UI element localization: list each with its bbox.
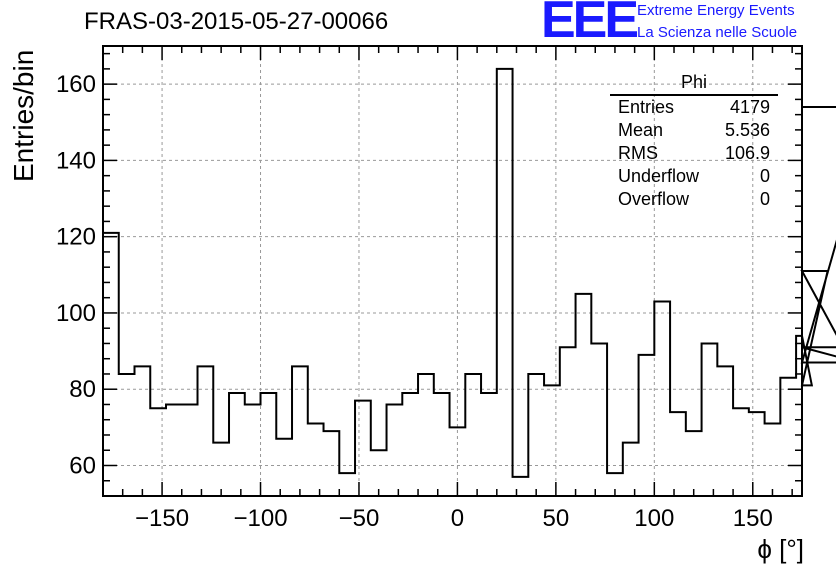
histogram-bin bbox=[355, 401, 371, 496]
axis-ticks bbox=[102, 46, 802, 497]
x-tick-label: 50 bbox=[543, 505, 570, 532]
x-tick-label: −150 bbox=[135, 505, 189, 532]
logo-line-1: Extreme Energy Events bbox=[637, 2, 795, 19]
histogram-bin bbox=[623, 443, 639, 496]
x-axis-label: ϕ [°] bbox=[757, 534, 804, 564]
histogram-bin bbox=[166, 404, 182, 496]
y-tick-label: 160 bbox=[56, 71, 96, 98]
histogram-bin bbox=[229, 393, 245, 496]
x-tick-label: 150 bbox=[733, 505, 773, 532]
x-tick-label: −50 bbox=[339, 505, 380, 532]
histogram-outline bbox=[103, 67, 836, 478]
histogram-bin bbox=[387, 404, 403, 496]
histogram-bin bbox=[654, 302, 670, 496]
histogram-bin bbox=[276, 439, 292, 496]
histogram-bin bbox=[308, 424, 324, 496]
y-tick-label: 100 bbox=[56, 300, 96, 327]
tick-labels: −150 −100 −50 0 50 100 150 60 80 100 120 140 160 bbox=[56, 71, 773, 532]
histogram-bin bbox=[528, 374, 544, 496]
eee-logo: EEE bbox=[541, 0, 639, 49]
histogram-bin bbox=[749, 412, 765, 496]
stats-row-rms: RMS 106.9 bbox=[610, 142, 778, 165]
logo-line-2: La Scienza nelle Scuole bbox=[637, 24, 798, 41]
histogram-bin bbox=[733, 408, 749, 496]
histogram-bin bbox=[402, 393, 418, 496]
histogram-bin bbox=[135, 366, 151, 496]
histogram-bin bbox=[686, 431, 702, 496]
histogram-bin bbox=[560, 347, 576, 496]
histogram-bin bbox=[339, 473, 355, 496]
histogram-bin bbox=[150, 408, 166, 496]
histogram-bin bbox=[765, 424, 781, 496]
y-axis-label: Entries/bin bbox=[8, 49, 39, 182]
x-tick-label: 0 bbox=[451, 505, 464, 532]
stats-row-underflow: Underflow 0 bbox=[610, 165, 778, 188]
stats-row-mean: Mean 5.536 bbox=[610, 119, 778, 142]
histogram-bin bbox=[103, 233, 119, 496]
y-tick-label: 60 bbox=[69, 452, 96, 479]
x-tick-label: −100 bbox=[233, 505, 287, 532]
stats-value: 5.536 bbox=[724, 120, 770, 140]
histogram-bin bbox=[119, 374, 135, 496]
stats-label: Mean bbox=[618, 120, 664, 140]
histogram-bin bbox=[576, 294, 592, 496]
histogram-bin bbox=[717, 366, 733, 496]
stats-header: Phi bbox=[610, 72, 778, 96]
histogram-bin bbox=[434, 393, 450, 496]
histogram-bin bbox=[213, 443, 229, 496]
histogram-bin bbox=[198, 366, 214, 496]
stats-value: 4179 bbox=[729, 97, 770, 117]
histogram-bin bbox=[245, 404, 261, 496]
stats-label: Entries bbox=[618, 97, 675, 117]
histogram-bin bbox=[465, 374, 481, 496]
stats-value: 0 bbox=[759, 189, 770, 209]
histogram-bin bbox=[182, 404, 198, 496]
histogram-bin bbox=[497, 69, 513, 496]
y-tick-label: 120 bbox=[56, 224, 96, 251]
stats-row-overflow: Overflow 0 bbox=[610, 188, 778, 211]
stats-label: Overflow bbox=[618, 189, 690, 209]
histogram-bin bbox=[481, 393, 497, 496]
histogram-bin bbox=[513, 477, 529, 496]
histogram-bin bbox=[780, 378, 796, 496]
histogram-bin bbox=[544, 385, 560, 496]
histogram-bin bbox=[261, 393, 277, 496]
histogram-bars bbox=[103, 67, 836, 496]
x-tick-label: 100 bbox=[634, 505, 674, 532]
stats-box: Phi Entries 4179 Mean 5.536 RMS 106.9 Under… bbox=[610, 72, 778, 211]
histogram-bin bbox=[292, 366, 308, 496]
histogram-bin bbox=[324, 431, 340, 496]
histogram-bin bbox=[591, 343, 607, 496]
stats-row-entries: Entries 4179 bbox=[610, 96, 778, 119]
chart-title: FRAS-03-2015-05-27-00066 bbox=[84, 8, 389, 35]
histogram-bin bbox=[639, 355, 655, 496]
stats-value: 0 bbox=[759, 166, 770, 186]
histogram-bin bbox=[702, 343, 718, 496]
grid-lines bbox=[103, 46, 802, 496]
stats-value: 106.9 bbox=[724, 143, 770, 163]
histogram-bin bbox=[670, 412, 686, 496]
histogram-bin bbox=[418, 374, 434, 496]
stats-label: Underflow bbox=[618, 166, 700, 186]
stats-label: RMS bbox=[618, 143, 658, 163]
y-tick-label: 80 bbox=[69, 376, 96, 403]
plot-frame bbox=[102, 45, 803, 497]
y-tick-label: 140 bbox=[56, 147, 96, 174]
